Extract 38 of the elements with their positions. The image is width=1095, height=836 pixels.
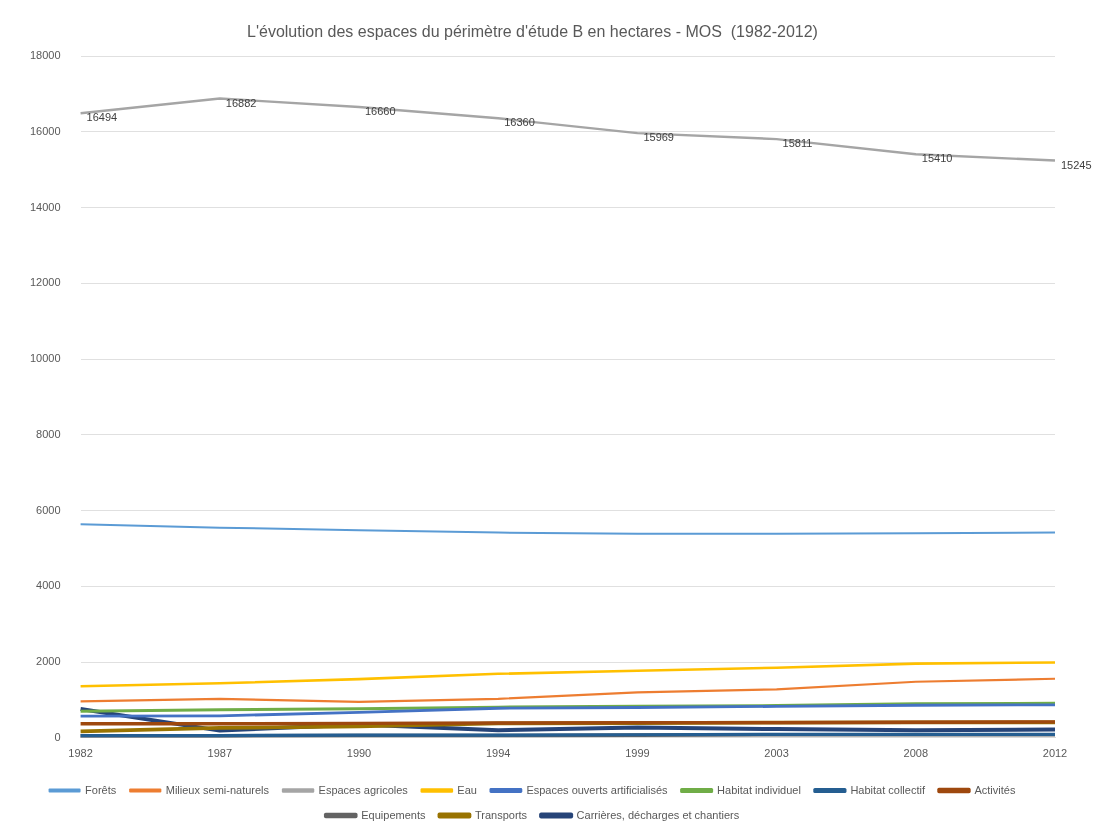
- y-tick-label: 10000: [29, 352, 61, 365]
- legend-label: Habitat collectif: [850, 783, 926, 796]
- y-tick-label: 4000: [36, 579, 61, 592]
- chart-title: L'évolution des espaces du périmètre d'étude B en hectares - MOS (1982-2012): [247, 23, 818, 41]
- legend-label: Activités: [974, 783, 1016, 796]
- x-tick-label: 1982: [68, 747, 93, 760]
- data-label: 15969: [643, 131, 674, 144]
- data-label: 15410: [921, 152, 953, 165]
- y-tick-label: 16000: [29, 124, 61, 137]
- x-tick-label: 2012: [1042, 747, 1068, 760]
- y-tick-label: 2000: [36, 655, 61, 668]
- legend-label: Espaces ouverts artificialisés: [526, 783, 669, 796]
- data-label: 16882: [225, 96, 257, 109]
- legend-label: Equipements: [361, 808, 426, 821]
- data-label: 16660: [364, 104, 396, 117]
- x-tick-label: 1987: [207, 747, 233, 760]
- legend-label: Forêts: [85, 783, 117, 796]
- x-tick-label: 2003: [764, 747, 789, 760]
- legend-label: Eau: [457, 783, 477, 796]
- x-tick-label: 1999: [625, 747, 650, 760]
- data-label: 16494: [86, 111, 118, 124]
- y-tick-label: 12000: [29, 276, 61, 289]
- legend-label: Milieux semi-naturels: [165, 783, 270, 796]
- legend-label: Habitat individuel: [717, 783, 801, 796]
- data-label: 15811: [782, 137, 813, 150]
- x-tick-label: 2008: [903, 747, 929, 760]
- y-tick-label: 0: [54, 730, 61, 743]
- legend-label: Espaces agricoles: [318, 783, 409, 796]
- data-label: 15245: [1061, 158, 1092, 171]
- y-tick-label: 8000: [36, 427, 61, 440]
- data-label: 16360: [504, 116, 535, 129]
- y-tick-label: 14000: [29, 200, 61, 213]
- y-tick-label: 18000: [29, 49, 61, 62]
- x-tick-label: 1994: [485, 747, 511, 760]
- legend-label: Carrières, décharges et chantiers: [576, 808, 740, 821]
- y-tick-label: 6000: [36, 503, 61, 516]
- legend-label: Transports: [474, 808, 528, 821]
- x-tick-label: 1990: [346, 747, 372, 760]
